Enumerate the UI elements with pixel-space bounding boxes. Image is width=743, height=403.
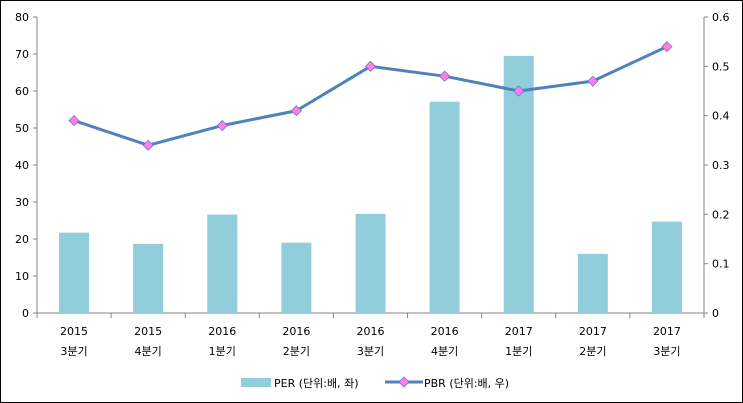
right-tick-label: 0.4 <box>712 110 730 123</box>
x-tick-label-quarter: 4분기 <box>135 345 162 358</box>
left-tick-label: 20 <box>15 233 29 246</box>
x-tick-label-year: 2016 <box>282 325 310 338</box>
point-pbr <box>587 75 599 87</box>
point-pbr <box>68 115 80 127</box>
x-tick-label-year: 2017 <box>653 325 681 338</box>
legend-label-per: PER (단위:배, 좌) <box>274 377 359 390</box>
bar-per <box>577 253 608 313</box>
legend-marker-pbr <box>398 376 410 388</box>
left-tick-label: 0 <box>22 307 29 320</box>
left-tick-label: 80 <box>15 11 29 24</box>
point-pbr <box>142 139 154 151</box>
legend-swatch-per <box>241 378 271 387</box>
point-pbr <box>439 70 451 82</box>
bar-per <box>429 101 460 313</box>
bar-per <box>651 221 682 313</box>
right-tick-label: 0.5 <box>712 60 730 73</box>
x-tick-label-quarter: 1분기 <box>209 345 236 358</box>
right-tick-label: 0.3 <box>712 159 730 172</box>
x-tick-label-year: 2016 <box>431 325 459 338</box>
right-tick-label: 0.2 <box>712 208 730 221</box>
point-pbr <box>290 105 302 117</box>
bar-per <box>281 242 312 313</box>
legend-label-pbr: PBR (단위:배, 우) <box>424 377 509 390</box>
x-tick-label-quarter: 1분기 <box>505 345 532 358</box>
right-tick-label: 0.1 <box>712 258 730 271</box>
x-tick-label-year: 2016 <box>357 325 385 338</box>
x-tick-label-quarter: 2분기 <box>579 345 606 358</box>
left-tick-label: 50 <box>15 122 29 135</box>
bar-per <box>355 213 386 313</box>
point-pbr <box>364 60 377 72</box>
x-tick-label-year: 2015 <box>60 325 88 338</box>
left-tick-label: 30 <box>15 196 29 209</box>
x-tick-label-year: 2017 <box>505 325 533 338</box>
x-tick-label-quarter: 4분기 <box>431 345 458 358</box>
right-tick-label: 0.6 <box>712 11 730 24</box>
x-tick-label-year: 2015 <box>134 325 162 338</box>
x-tick-label-year: 2016 <box>208 325 236 338</box>
x-tick-label-quarter: 3분기 <box>653 345 680 358</box>
left-tick-label: 70 <box>15 48 29 61</box>
right-tick-label: 0 <box>712 307 719 320</box>
bar-per <box>133 243 164 313</box>
point-pbr <box>661 41 673 53</box>
x-tick-label-quarter: 2분기 <box>283 345 310 358</box>
bar-per <box>503 55 534 313</box>
x-tick-label-year: 2017 <box>579 325 607 338</box>
point-pbr <box>216 119 228 132</box>
bar-per <box>59 232 90 313</box>
left-tick-label: 10 <box>15 270 29 283</box>
bar-per <box>207 214 238 313</box>
x-tick-label-quarter: 3분기 <box>60 345 87 358</box>
point-pbr <box>513 85 525 97</box>
left-tick-label: 60 <box>15 85 29 98</box>
x-tick-label-quarter: 3분기 <box>357 345 384 358</box>
left-tick-label: 40 <box>15 159 29 172</box>
legend: PER (단위:배, 좌) PBR (단위:배, 우) <box>241 376 509 390</box>
